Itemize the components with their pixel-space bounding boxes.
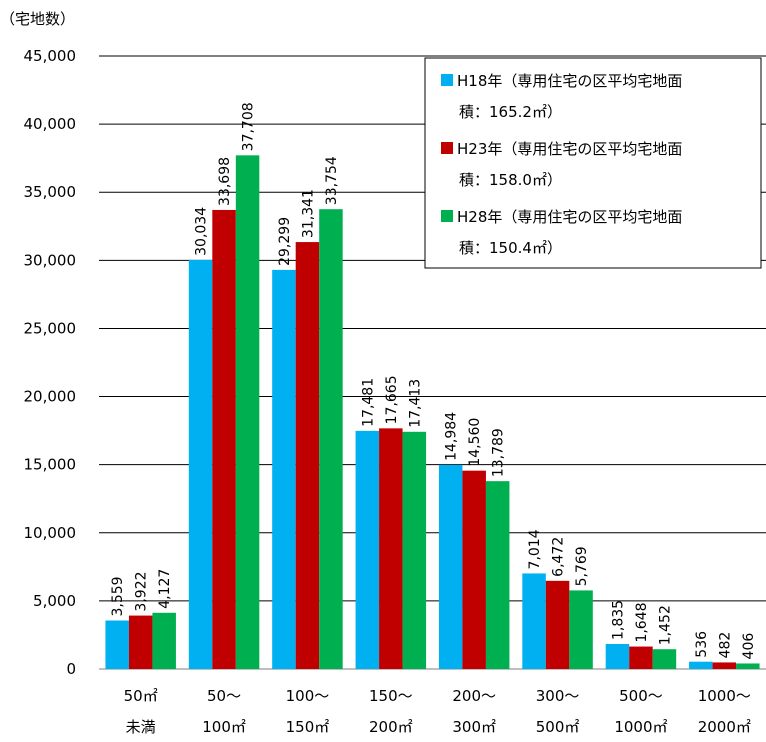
bar <box>295 242 320 670</box>
legend-label: 積：165.2㎡） <box>459 103 562 121</box>
category-label: 1000㎡ <box>614 718 667 736</box>
category-label: 300～ <box>536 687 580 705</box>
bar <box>402 431 427 669</box>
legend-label: 積：158.0㎡） <box>459 171 562 189</box>
data-label: 3,922 <box>134 571 150 611</box>
bars: 3,559 3,922 4,127 30,034 33,698 37,708 29,299 3… <box>105 102 760 670</box>
bar <box>379 428 403 669</box>
data-label: 1,452 <box>657 605 673 645</box>
data-label: 17,665 <box>384 375 400 424</box>
bar <box>105 620 129 669</box>
category-label: 150㎡ <box>286 718 330 736</box>
y-tick-label: 40,000 <box>24 115 77 133</box>
legend-label: H18年（専用住宅の区平均宅地面 <box>457 72 682 90</box>
data-label: 406 <box>741 633 757 660</box>
legend-swatch <box>441 142 453 154</box>
category-label: 2000㎡ <box>698 718 751 736</box>
data-label: 536 <box>694 631 710 658</box>
data-label: 17,481 <box>360 378 376 427</box>
bar <box>652 649 677 669</box>
data-label: 17,413 <box>407 379 423 428</box>
data-label: 6,472 <box>551 537 567 577</box>
bar <box>712 662 737 669</box>
category-label: 200㎡ <box>369 718 413 736</box>
legend-label: H28年（専用住宅の区平均宅地面 <box>457 208 682 226</box>
bar <box>736 663 760 669</box>
y-tick-label: 15,000 <box>24 456 77 474</box>
data-label: 5,769 <box>574 546 590 586</box>
category-label: 100㎡ <box>202 718 246 736</box>
category-label: 500㎡ <box>536 718 580 736</box>
bar <box>629 646 653 669</box>
y-tick-label: 30,000 <box>24 251 77 269</box>
bar <box>605 644 630 669</box>
data-label: 14,560 <box>467 418 483 467</box>
bar <box>128 615 153 669</box>
category-label: 100～ <box>286 687 330 705</box>
bar <box>545 580 570 669</box>
data-label: 7,014 <box>527 529 543 569</box>
bar <box>319 209 343 670</box>
bar <box>188 259 213 669</box>
category-label: 1000～ <box>698 687 751 705</box>
bar <box>152 612 176 669</box>
y-axis-ticks: 0 5,000 10,000 15,000 20,000 25,000 30,000 35,0… <box>24 47 77 678</box>
bar <box>235 155 260 669</box>
category-label: 300㎡ <box>452 718 496 736</box>
data-label: 33,698 <box>217 157 233 206</box>
y-tick-label: 20,000 <box>24 388 77 406</box>
category-label: 未満 <box>126 718 156 736</box>
data-label: 482 <box>717 632 733 659</box>
y-tick-label: 35,000 <box>24 183 77 201</box>
data-label: 29,299 <box>277 217 293 266</box>
bar <box>462 470 486 669</box>
bar <box>355 430 380 669</box>
y-tick-label: 25,000 <box>24 319 77 337</box>
data-label: 14,984 <box>444 412 460 461</box>
data-label: 30,034 <box>194 207 210 256</box>
data-label: 37,708 <box>241 102 257 151</box>
y-tick-label: 5,000 <box>33 592 76 610</box>
bar <box>569 590 593 669</box>
y-tick-label: 0 <box>66 660 76 678</box>
category-label: 200～ <box>452 687 496 705</box>
bar <box>485 481 510 669</box>
data-label: 33,754 <box>324 156 340 205</box>
category-label: 50㎡ <box>124 687 158 705</box>
bar <box>689 661 713 669</box>
y-axis-title: （宅地数） <box>0 10 75 28</box>
data-label: 13,789 <box>491 428 507 477</box>
legend-swatch <box>441 74 453 86</box>
legend-swatch <box>441 210 453 222</box>
y-tick-label: 45,000 <box>24 47 77 65</box>
bar <box>272 269 296 669</box>
legend-box <box>424 57 762 269</box>
data-label: 1,648 <box>634 602 650 642</box>
category-label: 500～ <box>619 687 663 705</box>
bar <box>212 209 236 669</box>
category-label: 50～ <box>207 687 241 705</box>
bar <box>522 573 546 669</box>
y-tick-label: 10,000 <box>24 524 77 542</box>
legend-label: H23年（専用住宅の区平均宅地面 <box>457 140 682 158</box>
legend-label: 積：150.4㎡） <box>459 239 562 257</box>
category-label: 150～ <box>369 687 413 705</box>
data-label: 3,559 <box>110 576 126 616</box>
bar <box>438 464 463 669</box>
data-label: 1,835 <box>610 600 626 640</box>
data-label: 31,341 <box>300 189 316 238</box>
data-label: 4,127 <box>157 569 173 609</box>
